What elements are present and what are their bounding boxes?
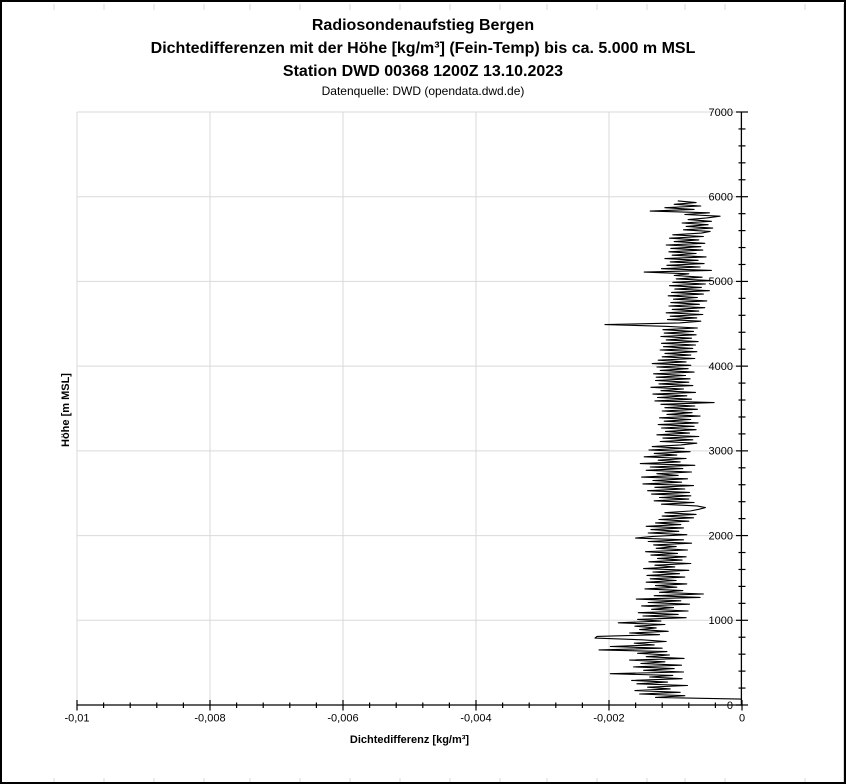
x-axis-tick-label: -0,01	[64, 713, 89, 725]
density-difference-line	[594, 200, 742, 700]
y-axis-tick-label: 4000	[709, 361, 733, 373]
y-axis-tick-label: 1000	[709, 615, 733, 627]
chart-subtitle: Dichtedifferenzen mit der Höhe [kg/m³] (…	[150, 40, 696, 57]
x-axis-tick-label: 0	[739, 713, 745, 725]
chart-source-line: Datenquelle: DWD (opendata.dwd.de)	[321, 84, 525, 98]
chart-station-line: Station DWD 00368 1200Z 13.10.2023	[282, 63, 564, 80]
chart-header: Radiosondenaufstieg Bergen Dichtediffere…	[2, 14, 844, 100]
y-axis-tick-label: 3000	[709, 446, 733, 458]
x-axis-tick-label: -0,006	[327, 713, 358, 725]
chart-title: Radiosondenaufstieg Bergen	[311, 17, 535, 34]
x-axis-tick-label: -0,002	[593, 713, 624, 725]
y-axis-tick-label: 7000	[709, 107, 733, 119]
x-axis-title: Dichtedifferenz [kg/m³]	[349, 734, 470, 746]
y-axis-tick-label: 6000	[709, 192, 733, 204]
x-axis-tick-label: -0,004	[460, 713, 491, 725]
y-axis-tick-label: 2000	[709, 530, 733, 542]
y-axis-tick-label: 0	[727, 700, 733, 712]
y-axis-tick-label: 5000	[709, 276, 733, 288]
x-axis-tick-label: -0,008	[194, 713, 225, 725]
y-axis-title: Höhe [m MSL]	[60, 373, 72, 447]
